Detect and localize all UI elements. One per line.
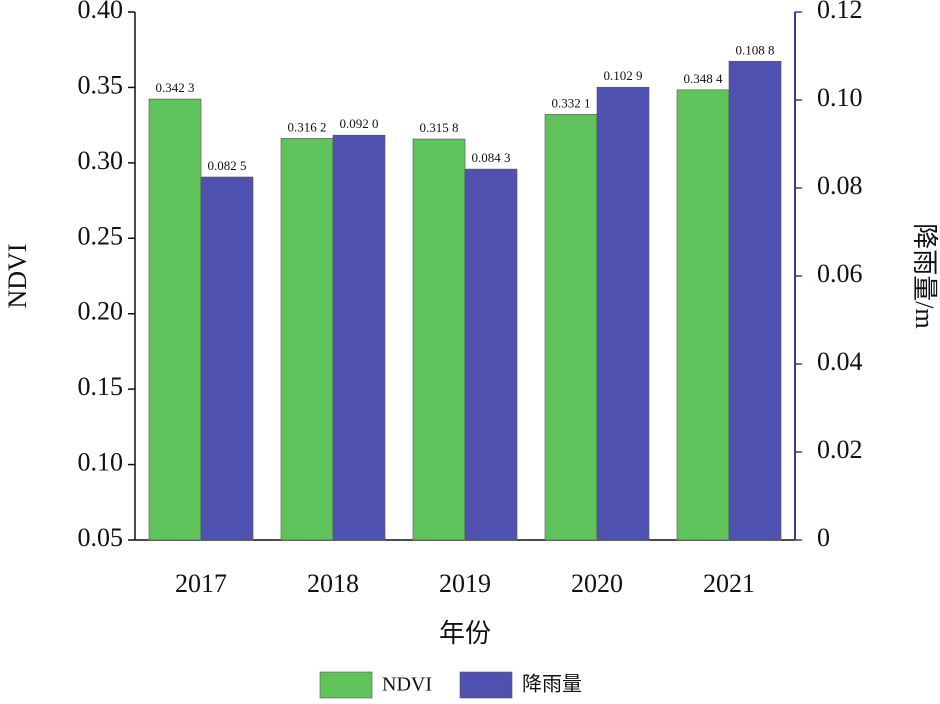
y-tick-label: 0.40 — [78, 0, 124, 24]
y2-tick-label: 0 — [817, 523, 830, 552]
x-tick-label: 2021 — [703, 569, 755, 598]
y-tick-label: 0.10 — [78, 448, 124, 477]
value-label: 0.092 0 — [340, 116, 379, 131]
x-tick-label: 2018 — [307, 569, 359, 598]
x-tick-label: 2020 — [571, 569, 623, 598]
y2-tick-label: 0.02 — [817, 435, 863, 464]
value-label: 0.316 2 — [288, 119, 327, 134]
bar — [280, 138, 334, 541]
y-tick-label: 0.25 — [78, 221, 124, 250]
value-label: 0.084 3 — [472, 150, 511, 165]
y2-tick-label: 0.06 — [817, 259, 863, 288]
x-axis-title: 年份 — [439, 619, 491, 648]
bar — [464, 168, 518, 541]
bar — [412, 138, 466, 541]
y-tick-label: 0.30 — [78, 146, 124, 175]
x-tick-label: 2019 — [439, 569, 491, 598]
y-tick-label: 0.05 — [78, 523, 124, 552]
legend-swatch — [459, 671, 513, 699]
bar — [544, 114, 598, 541]
value-label: 0.332 1 — [552, 95, 591, 110]
y-tick-label: 0.15 — [78, 372, 124, 401]
bar — [676, 89, 730, 541]
y2-tick-label: 0.08 — [817, 171, 863, 200]
y-tick-label: 0.35 — [78, 70, 124, 99]
value-label: 0.342 3 — [156, 80, 195, 95]
bar — [200, 176, 254, 541]
value-label: 0.102 9 — [604, 68, 643, 83]
y2-axis-title: 降雨量/m — [910, 223, 939, 328]
value-label: 0.315 8 — [420, 120, 459, 135]
value-label: 0.348 4 — [684, 71, 724, 86]
y2-tick-label: 0.12 — [817, 0, 863, 24]
bar — [332, 134, 386, 541]
bar — [728, 60, 782, 541]
bar — [596, 86, 650, 541]
y-axis-title: NDVI — [3, 244, 32, 309]
x-tick-label: 2017 — [175, 569, 227, 598]
value-label: 0.108 8 — [736, 42, 775, 57]
y2-tick-label: 0.04 — [817, 347, 863, 376]
y2-tick-label: 0.10 — [817, 83, 863, 112]
legend-swatch — [319, 671, 373, 699]
legend-label: 降雨量 — [522, 673, 582, 696]
y-tick-label: 0.20 — [78, 297, 124, 326]
bar — [148, 98, 202, 541]
legend-label: NDVI — [382, 674, 432, 696]
value-label: 0.082 5 — [208, 158, 247, 173]
